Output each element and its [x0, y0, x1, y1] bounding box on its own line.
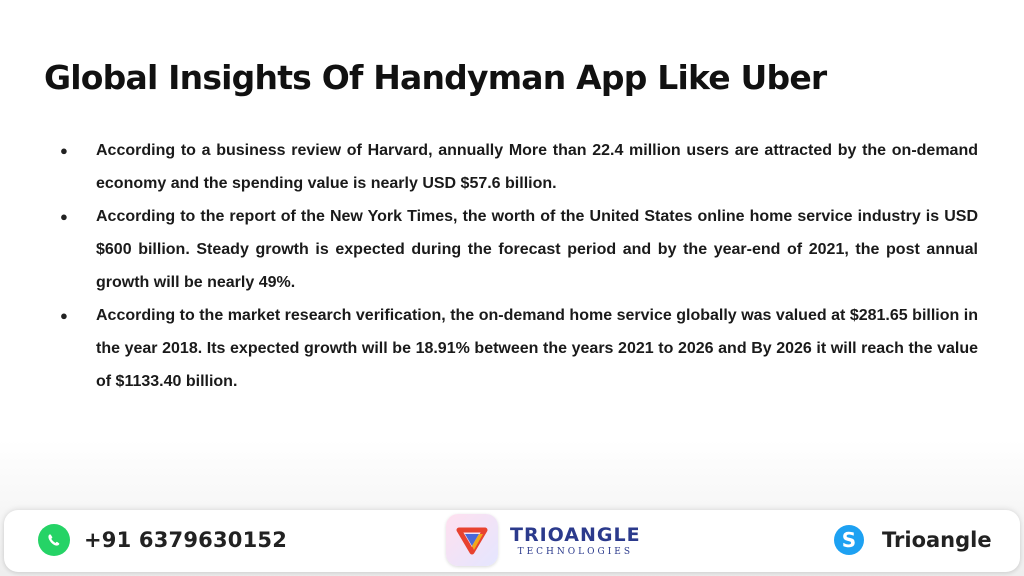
skype-icon: S [834, 525, 864, 555]
slide-title: Global Insights Of Handyman App Like Ube… [44, 58, 827, 97]
bullet-dot: ● [60, 308, 68, 323]
skype-contact[interactable]: S Trioangle [834, 525, 992, 555]
skype-name: Trioangle [882, 528, 992, 552]
trioangle-logo-icon [446, 514, 498, 566]
phone-contact[interactable]: +91 6379630152 [38, 524, 287, 556]
whatsapp-icon [38, 524, 70, 556]
logo-tagline: TECHNOLOGIES [517, 546, 633, 557]
contact-footer: +91 6379630152 TRIOANGLE TECHNOLOGIES S … [4, 510, 1020, 572]
bullet-list: ● According to a business review of Harv… [60, 134, 978, 398]
bullet-dot: ● [60, 143, 68, 158]
bullet-item: ● According to a business review of Harv… [60, 134, 978, 200]
bullet-text: According to the report of the New York … [96, 208, 978, 291]
bullet-text: According to a business review of Harvar… [96, 142, 978, 192]
bullet-item: ● According to the report of the New Yor… [60, 200, 978, 299]
bullet-dot: ● [60, 209, 68, 224]
logo-name: TRIOANGLE [510, 523, 641, 546]
company-logo: TRIOANGLE TECHNOLOGIES [446, 514, 641, 566]
phone-number: +91 6379630152 [84, 528, 288, 552]
bullet-item: ● According to the market research verif… [60, 299, 978, 398]
bullet-text: According to the market research verific… [96, 307, 978, 390]
